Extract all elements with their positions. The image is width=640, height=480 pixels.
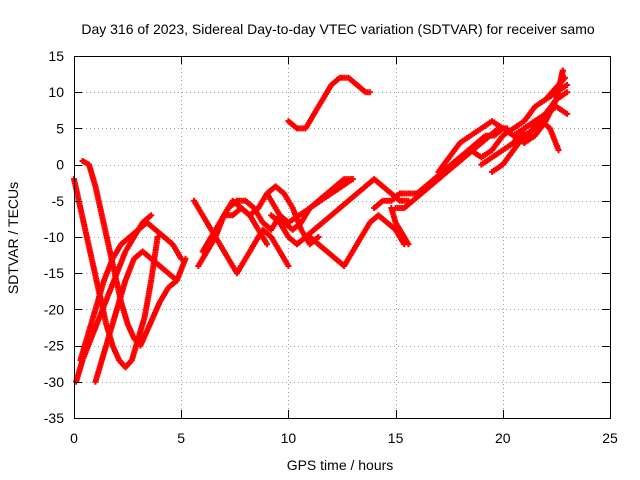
y-tick-label: -20 bbox=[44, 301, 64, 317]
data-points bbox=[71, 67, 571, 385]
x-tick-label: 20 bbox=[495, 430, 511, 446]
data-point bbox=[559, 67, 566, 74]
y-tick-label: -25 bbox=[44, 338, 64, 354]
y-tick-label: -30 bbox=[44, 374, 64, 390]
y-axis-label: SDTVAR / TECUs bbox=[5, 182, 21, 294]
x-tick-label: 10 bbox=[281, 430, 297, 446]
data-point bbox=[178, 255, 185, 262]
data-point bbox=[564, 81, 571, 88]
data-point bbox=[564, 89, 571, 96]
data-point bbox=[561, 74, 568, 81]
y-tick-label: 5 bbox=[56, 120, 64, 136]
x-tick-label: 25 bbox=[602, 430, 618, 446]
y-tick-label: -5 bbox=[52, 193, 65, 209]
data-point bbox=[366, 89, 373, 96]
x-axis-ticks: 0 5 10 15 20 25 bbox=[70, 56, 618, 446]
y-axis-ticks: -35 -30 -25 -20 -15 -10 -5 0 5 10 15 bbox=[44, 48, 610, 426]
y-tick-label: -10 bbox=[44, 229, 64, 245]
y-tick-label: 10 bbox=[48, 84, 64, 100]
y-tick-label: -15 bbox=[44, 265, 64, 281]
data-point bbox=[173, 277, 180, 284]
data-point bbox=[405, 241, 412, 248]
x-tick-label: 15 bbox=[388, 430, 404, 446]
x-tick-label: 5 bbox=[177, 430, 185, 446]
data-point bbox=[555, 147, 562, 154]
data-point bbox=[285, 262, 292, 269]
y-tick-label: 15 bbox=[48, 48, 64, 64]
data-point bbox=[148, 212, 155, 219]
data-point bbox=[315, 234, 322, 240]
chart-title: Day 316 of 2023, Sidereal Day-to-day VTE… bbox=[81, 21, 594, 37]
x-axis-label: GPS time / hours bbox=[287, 457, 394, 473]
y-tick-label: -35 bbox=[44, 410, 64, 426]
x-tick-label: 0 bbox=[70, 430, 78, 446]
data-point bbox=[564, 110, 571, 117]
y-tick-label: 0 bbox=[56, 157, 64, 173]
data-point bbox=[349, 176, 356, 183]
data-point bbox=[263, 241, 270, 248]
